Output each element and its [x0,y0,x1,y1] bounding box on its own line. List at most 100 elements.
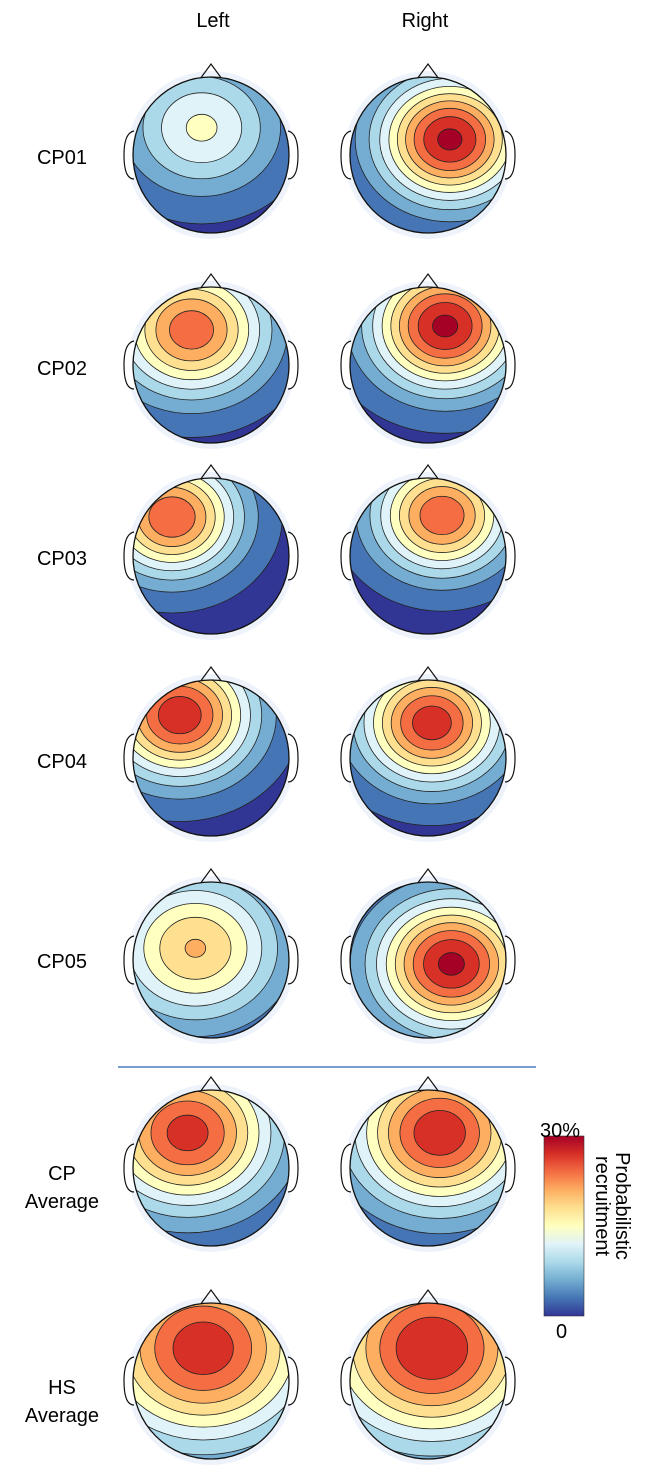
right-ear-outline [287,733,299,783]
left-ear-outline [123,1143,135,1193]
right-ear-outline [504,935,516,985]
left-ear-outline [340,531,352,581]
contour-band-7 [184,938,207,958]
column-header-left: Left [196,10,230,32]
nose-outline [199,1075,223,1093]
head-outline [132,1089,290,1247]
right-ear-outline [287,1356,299,1406]
row-label-cp04-text: CP04 [36,751,88,773]
row-label-cp03: CP03 [12,545,112,573]
contour-band-10 [437,952,465,976]
head-outline [132,679,290,837]
topomap-hs-average-right [340,1288,516,1465]
left-ear-outline [123,130,135,180]
head-outline [349,1302,507,1460]
right-ear-outline [504,1143,516,1193]
colorbar-min-label: 0 [556,1321,568,1343]
row-label-hs-average-line2: Average [24,1405,100,1427]
nose-outline [416,62,440,80]
colorbar [543,1135,585,1317]
nose-outline [416,463,440,481]
nose-outline [199,272,223,290]
head-outline [132,477,290,635]
contour-band-9 [172,1321,234,1375]
colorbar-title-line1: Probabilistic [611,1152,633,1260]
right-ear-outline [504,733,516,783]
contour-band-9 [413,1110,466,1156]
contour-band-9 [395,1316,469,1380]
contour-band-9 [412,705,452,741]
head-outline [132,1302,290,1460]
column-header-right: Right [401,10,449,32]
row-label-cp02-text: CP02 [36,358,88,380]
contour-band-8 [169,310,214,350]
row-label-cp04: CP04 [12,748,112,776]
right-ear-outline [287,1143,299,1193]
left-ear-outline [340,935,352,985]
contour-band-9 [166,1114,209,1152]
nose-outline [416,665,440,683]
nose-outline [416,1288,440,1306]
nose-outline [199,1288,223,1306]
left-ear-outline [123,935,135,985]
right-ear-outline [287,531,299,581]
right-ear-outline [287,935,299,985]
colorbar-title: Probabilistic recruitment [591,1076,633,1336]
head-outline [132,286,290,444]
head-outline [349,76,507,234]
topomap-cp03-left [123,463,299,640]
topomap-cp01-left [123,62,299,239]
row-label-cp01-text: CP01 [36,147,88,169]
right-ear-outline [504,531,516,581]
contour-band-8 [148,496,196,538]
head-outline [349,477,507,635]
nose-outline [199,867,223,885]
nose-outline [199,665,223,683]
topomap-cp-average-right [340,1075,516,1252]
head-outline [349,1089,507,1247]
left-ear-outline [340,1356,352,1406]
row-label-cp-average: CP Average [12,1160,112,1216]
colorbar-max-label: 30% [540,1120,581,1142]
left-ear-outline [123,340,135,390]
topomap-hs-average-left [123,1288,299,1465]
head-maps-layer [123,62,516,1465]
left-ear-outline [340,130,352,180]
contour-band-9 [157,696,202,735]
topomap-cp04-left [123,665,299,842]
contour-band-8 [419,495,465,536]
topomap-cp05-left [123,867,299,1044]
row-label-cp-average-line2: Average [24,1191,100,1213]
right-ear-outline [287,130,299,180]
topomap-cp02-left [123,272,299,449]
head-outline [132,76,290,234]
right-ear-outline [504,130,516,180]
left-ear-outline [340,733,352,783]
left-ear-outline [340,340,352,390]
left-ear-outline [123,733,135,783]
topomap-cp01-right [340,62,516,239]
head-outline [349,286,507,444]
topomap-cp-average-left [123,1075,299,1252]
left-ear-outline [123,531,135,581]
nose-outline [416,272,440,290]
row-label-cp01: CP01 [12,144,112,172]
topomap-cp03-right [340,463,516,640]
topomap-cp05-right [340,867,516,1044]
head-outline [132,881,290,1039]
row-label-hs-average: HS Average [12,1374,112,1430]
row-label-cp02: CP02 [12,355,112,383]
row-label-cp05-text: CP05 [36,951,88,973]
contour-band-5 [185,113,218,142]
left-ear-outline [340,1143,352,1193]
head-outline [349,881,507,1039]
head-outline [349,679,507,837]
right-ear-outline [287,340,299,390]
contour-band-10 [437,128,463,151]
nose-outline [199,463,223,481]
nose-outline [199,62,223,80]
nose-outline [416,1075,440,1093]
left-ear-outline [123,1356,135,1406]
